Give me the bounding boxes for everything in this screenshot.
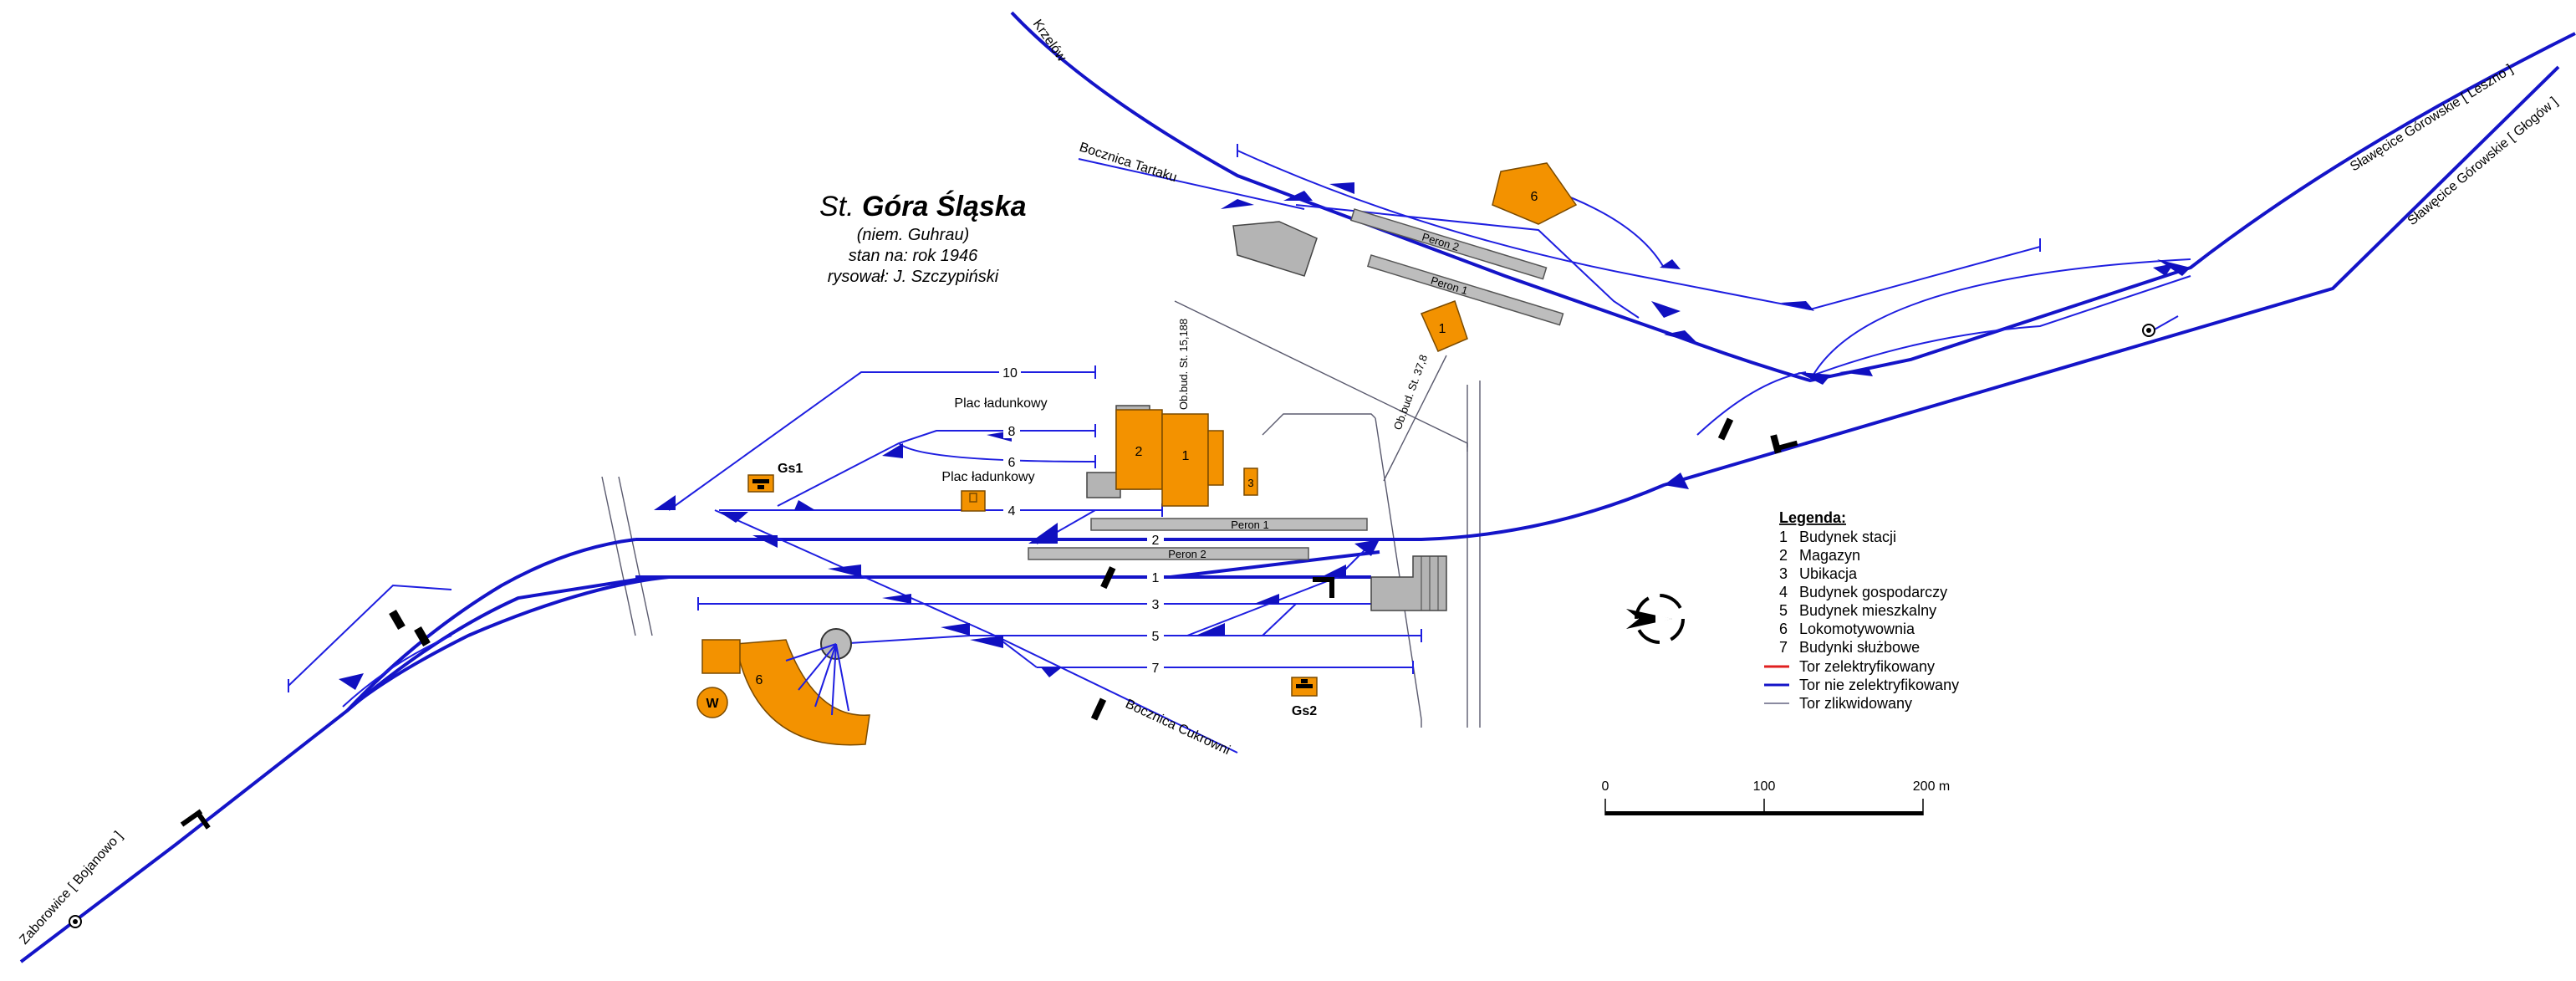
switches [339,182,2191,690]
track-label-1: 1 [1152,571,1160,585]
legend-line-non-electrified: Tor nie zelektryfikowany [1799,677,1959,693]
legend-item-1: 1 Budynek stacji [1779,529,1896,545]
direction-labels: Krzelów Bocznica Tartaku Sławęcice Górow… [17,18,2560,948]
water-tower [696,687,728,718]
track-numbers: 10 8 6 4 2 1 3 5 7 [999,365,1164,676]
legend-line-closed: Tor zlikwidowany [1799,695,1912,712]
road-label-2: Ob.bud. St. 37,8 [1391,353,1430,432]
platform-south-2-label: Peron 2 [1168,548,1206,560]
signals [69,324,2155,928]
loading-yard-lower-label: Plac ładunkowy [941,470,1034,484]
legend-item-6: 6 Lokomotywownia [1779,621,1915,637]
legend-item-3: 3 Ubikacja [1779,565,1858,582]
platform-south-1-label: Peron 1 [1231,519,1269,531]
scale-tick-100: 100 [1753,779,1776,794]
buildings: 2 1 3 Gs1 Gs2 6 W 1 6 [696,162,1578,746]
track-label-7: 7 [1152,662,1160,676]
building-engine-shed-label: 6 [756,673,763,687]
loading-post [969,493,977,503]
building-station-label: 1 [1182,449,1190,463]
legend-heading: Legenda: [1779,509,1846,526]
title-line-3: rysował: J. Szczypiński [828,268,999,286]
title-line-2: stan na: rok 1946 [849,247,978,265]
building-north-shed-label: 6 [1531,190,1538,204]
legend-item-4: 4 Budynek gospodarczy [1779,584,1947,600]
title-block: St. Góra Śląska (niem. Guhrau) stan na: … [819,191,1027,286]
platform-north-1-label: Peron 1 [1429,274,1469,298]
building-toilet-label: 3 [1247,477,1253,489]
compass-icon [1626,594,1685,644]
legend-item-7: 7 Budynki służbowe [1779,639,1920,656]
siding-sugar-label: Bocznica Cukrowni [1123,697,1232,758]
building-station-wing [1207,430,1224,486]
building-east [1370,555,1447,611]
scale-tick-200: 200 m [1913,779,1950,794]
ramp-steps [1086,472,1121,498]
platform-south-2 [1028,547,1309,560]
closed-lines [601,300,1481,728]
station-tracks [288,144,2191,754]
legend-item-2: 2 Magazyn [1779,547,1860,564]
signalbox-gs2-label: Gs2 [1292,704,1317,718]
track-label-3: 3 [1152,598,1160,612]
building-engine-shed-annex [701,639,741,674]
building-engine-shed [735,639,870,746]
platform-south-1 [1090,518,1368,531]
title-line-1: (niem. Guhrau) [857,226,970,244]
building-north-house [1420,300,1468,352]
loading-yard-upper-label: Plac ładunkowy [954,396,1047,411]
building-north-grey [1232,221,1318,277]
building-toilet [1243,468,1258,496]
track-label-4: 4 [1008,504,1016,519]
scale-bar: 0 100 200 m [1602,779,1950,815]
legend: Legenda: 1 Budynek stacji 2 Magazyn 3 Ubika… [1764,509,1959,712]
scale-tick-0: 0 [1602,779,1609,794]
platform-north-2 [1349,208,1548,280]
legend-item-5: 5 Budynek mieszkalny [1779,602,1936,619]
building-north-shed [1492,162,1578,225]
track-label-10: 10 [1002,366,1018,381]
water-tower-label: W [706,697,719,711]
legend-line-electrified: Tor zelektryfikowany [1799,658,1935,675]
platform-north-1 [1366,254,1564,326]
direction-krzelow: Krzelów [1030,18,1069,65]
track-label-6: 6 [1008,456,1016,470]
building-warehouse [1115,409,1163,490]
building-station [1161,413,1209,507]
building-north-house-label: 1 [1439,322,1446,336]
building-warehouse-label: 2 [1135,445,1143,459]
main-line [19,11,2576,963]
direction-sw: Zaborowice [ Bojanowo ] [17,829,125,948]
track-label-5: 5 [1152,630,1160,644]
track-label-8: 8 [1008,425,1016,439]
track-label-2: 2 [1152,534,1160,548]
road-label-1: Ob.bud. St. 15,188 [1177,319,1190,410]
station-title: St. Góra Śląska [819,191,1027,222]
signalbox-gs1-label: Gs1 [778,462,803,476]
platforms: Peron 1 Peron 2 Peron 2 Peron 1 [1028,208,1564,560]
